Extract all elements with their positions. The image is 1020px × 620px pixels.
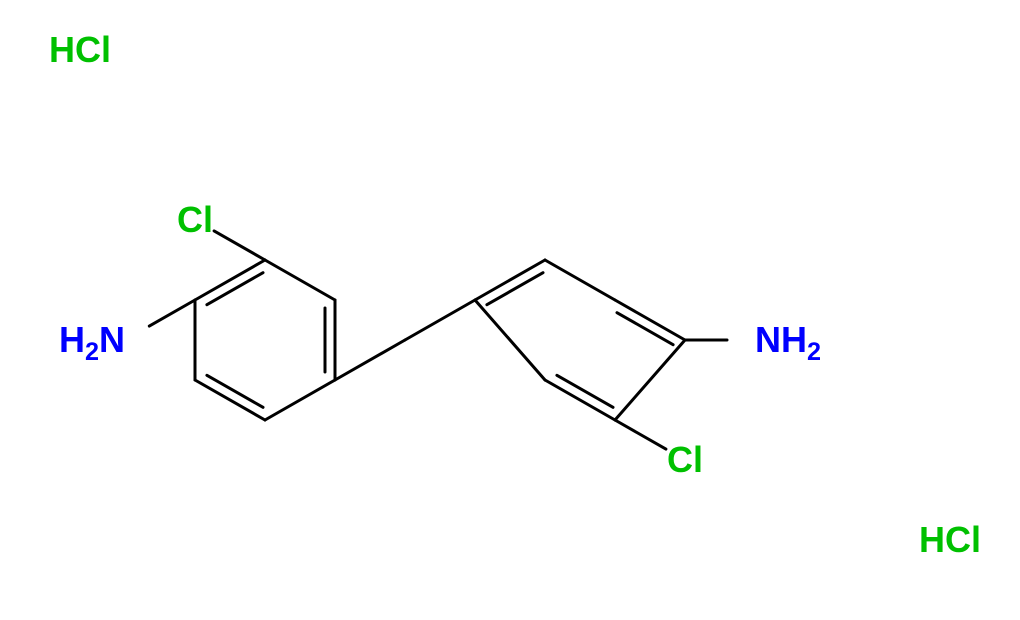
atom-label-L_Cl: Cl <box>177 202 213 238</box>
atom-label-HCl_TL: HCl <box>49 32 111 68</box>
bond-layer <box>0 0 1020 620</box>
molecule-diagram: { "diagram": { "type": "chemical-structu… <box>0 0 1020 620</box>
atom-label-R_Cl: Cl <box>667 442 703 478</box>
atom-label-L_N: H2N <box>59 322 125 358</box>
atom-label-HCl_BR: HCl <box>919 522 981 558</box>
atom-label-R_N: NH2 <box>755 322 821 358</box>
